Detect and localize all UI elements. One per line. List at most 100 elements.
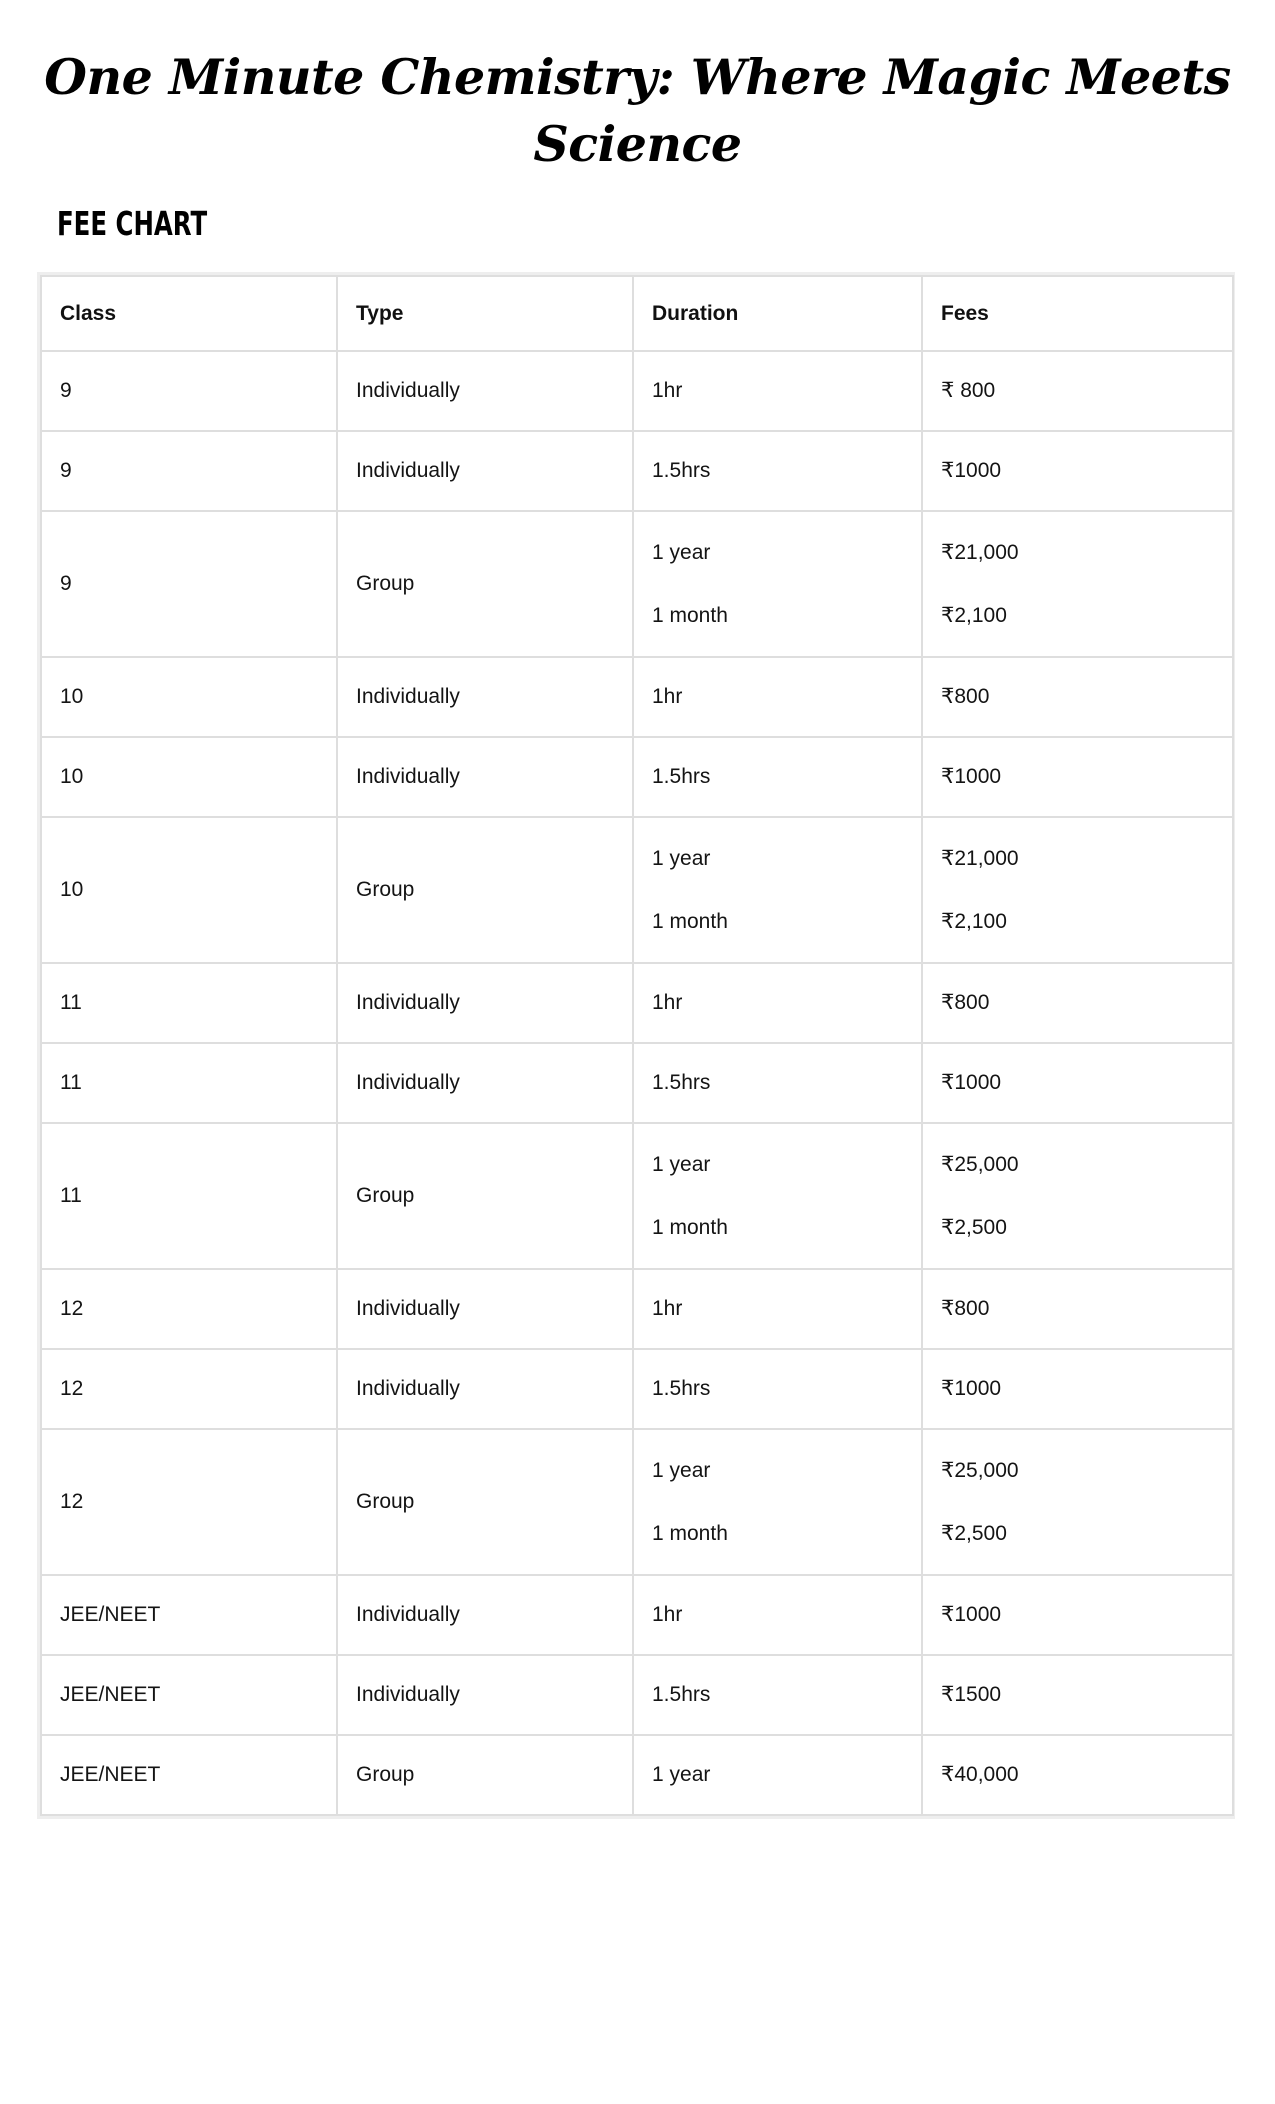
cell-type: Individually [336,1574,634,1656]
cell-line: Individually [356,379,460,402]
cell-line: 1hr [652,379,683,402]
cell-line: ₹1000 [941,1377,1002,1400]
cell-class: 10 [40,816,338,964]
cell-line: Individually [356,459,460,482]
cell-type: Individually [336,1268,634,1350]
cell-line: 12 [60,1297,84,1320]
column-header-fees: Fees [921,275,1234,352]
cell-line: 1 year [652,1763,711,1786]
cell-type: Individually [336,1654,634,1736]
cell-class: 12 [40,1268,338,1350]
cell-type: Individually [336,1348,634,1430]
cell-duration: 1.5hrs [632,736,923,818]
cell-line: 1 year [652,540,711,564]
cell-type: Individually [336,350,634,432]
cell-line: ₹21,000 [941,540,1019,564]
cell-line: Group [356,878,415,901]
cell-fees: ₹21,000 ₹2,100 [921,510,1234,658]
table-row: JEE/NEET Individually 1.5hrs ₹1500 [40,1654,1234,1736]
cell-duration: 1 year 1 month [632,816,923,964]
table-header-row: Class Type Duration Fees [40,275,1234,352]
cell-line: 10 [60,765,84,788]
cell-fees: ₹1000 [921,736,1234,818]
cell-line: Group [356,1184,415,1207]
cell-line: 1 month [652,1521,728,1545]
cell-fees: ₹25,000 ₹2,500 [921,1122,1234,1270]
table-row: 11 Individually 1.5hrs ₹1000 [40,1042,1234,1124]
cell-type: Individually [336,736,634,818]
table-row: 9 Individually 1hr ₹ 800 [40,350,1234,432]
cell-fees: ₹1000 [921,1574,1234,1656]
cell-line: 12 [60,1377,84,1400]
cell-line: 1 month [652,909,728,933]
cell-line: Individually [356,1071,460,1094]
cell-class: JEE/NEET [40,1574,338,1656]
cell-class: 11 [40,962,338,1044]
cell-line: ₹25,000 [941,1458,1019,1482]
cell-line: Group [356,1763,415,1786]
cell-line: 9 [60,379,72,402]
cell-duration: 1hr [632,350,923,432]
cell-line: Group [356,572,415,595]
cell-line: ₹2,100 [941,603,1007,627]
cell-line: Individually [356,1377,460,1400]
cell-line: ₹2,500 [941,1215,1007,1239]
cell-type: Group [336,816,634,964]
cell-class: 10 [40,656,338,738]
column-header-duration: Duration [632,275,923,352]
cell-fees: ₹40,000 [921,1734,1234,1816]
cell-line: 9 [60,572,72,595]
cell-line: 11 [60,1184,82,1207]
table-row: 12 Group 1 year 1 month ₹25,000 ₹2,500 [40,1428,1234,1576]
cell-line: ₹25,000 [941,1152,1019,1176]
cell-class: 11 [40,1042,338,1124]
column-header-type: Type [336,275,634,352]
cell-duration: 1 year 1 month [632,1122,923,1270]
cell-duration: 1.5hrs [632,1348,923,1430]
table-row: JEE/NEET Individually 1hr ₹1000 [40,1574,1234,1656]
cell-line: Individually [356,685,460,708]
cell-line: 1hr [652,1603,683,1626]
cell-fees: ₹1000 [921,430,1234,512]
cell-line: 1 year [652,1152,711,1176]
cell-line: ₹21,000 [941,846,1019,870]
table-row: 10 Individually 1.5hrs ₹1000 [40,736,1234,818]
cell-line: 1hr [652,991,683,1014]
cell-line: ₹2,100 [941,909,1007,933]
cell-line: JEE/NEET [60,1603,161,1626]
cell-line: Individually [356,1603,460,1626]
cell-line: 12 [60,1490,84,1513]
table-row: 9 Individually 1.5hrs ₹1000 [40,430,1234,512]
cell-duration: 1.5hrs [632,1654,923,1736]
cell-fees: ₹21,000 ₹2,100 [921,816,1234,964]
cell-line: 1 month [652,603,728,627]
fee-table: Class Type Duration Fees 9 Individually 1h… [40,275,1234,1816]
cell-class: 9 [40,430,338,512]
cell-duration: 1.5hrs [632,430,923,512]
cell-line: 10 [60,685,84,708]
cell-line: 1hr [652,1297,683,1320]
fee-table-body: 9 Individually 1hr ₹ 800 9 Individually 1.5hrs… [40,350,1234,1816]
page-title-line-2: Science [533,115,742,173]
cell-line: Group [356,1490,415,1513]
cell-fees: ₹1000 [921,1348,1234,1430]
cell-type: Group [336,1734,634,1816]
cell-line: 1.5hrs [652,1071,711,1094]
cell-class: 9 [40,510,338,658]
table-row: 10 Individually 1hr ₹800 [40,656,1234,738]
table-row: 9 Group 1 year 1 month ₹21,000 ₹2,100 [40,510,1234,658]
cell-duration: 1hr [632,1574,923,1656]
cell-duration: 1 year 1 month [632,510,923,658]
cell-line: 1.5hrs [652,1377,711,1400]
cell-line: ₹1000 [941,459,1002,482]
cell-type: Individually [336,1042,634,1124]
cell-class: 11 [40,1122,338,1270]
cell-type: Individually [336,430,634,512]
cell-type: Individually [336,962,634,1044]
cell-line: 1.5hrs [652,459,711,482]
cell-line: ₹800 [941,991,990,1014]
cell-duration: 1.5hrs [632,1042,923,1124]
cell-line: 11 [60,1071,82,1094]
cell-type: Group [336,1122,634,1270]
